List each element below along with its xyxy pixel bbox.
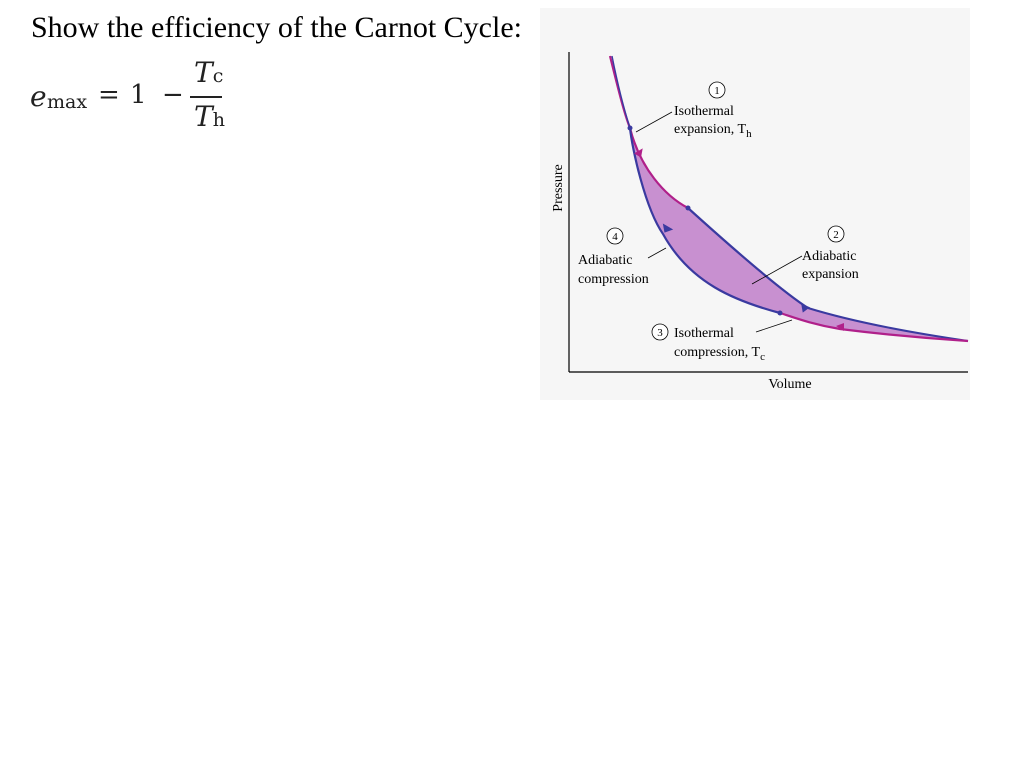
stage-1-line1: Isothermal [674, 104, 734, 119]
corner-point-b [685, 205, 691, 211]
arrow-isotherm-cold [836, 323, 844, 331]
formula-equals: = [98, 80, 120, 110]
left-upper-curve [611, 55, 631, 129]
adiabat-expansion-curve [687, 207, 809, 309]
formula-denominator: Th [194, 100, 225, 133]
leader-line-4 [647, 247, 667, 259]
formula-denominator-symbol: T [194, 100, 213, 133]
stage-2-number: 2 [833, 229, 839, 241]
stage-1-line2-text: expansion, T [674, 122, 747, 137]
stage-4-number: 4 [612, 231, 618, 243]
x-axis-label: Volume [768, 377, 811, 392]
arrow-adiabat-compression [662, 223, 674, 233]
isotherm-cold-curve [779, 311, 969, 343]
stage-3-line1: Isothermal [674, 326, 734, 341]
corner-point-c [777, 310, 783, 316]
leader-line-3 [755, 319, 793, 333]
stage-2-circle [827, 225, 845, 243]
arrow-isotherm-hot [634, 148, 643, 158]
corner-point-a [627, 125, 633, 131]
stage-4-line1: Adiabatic [578, 253, 632, 268]
carnot-cycle-diagram: 1 Isothermal expansion, Th 2 Adiabatic e… [540, 8, 970, 400]
y-axis-label: Pressure [551, 164, 566, 211]
lower-right-curve [807, 307, 969, 342]
cycle-area [630, 128, 968, 341]
stage-3-line2: compression, Tc [674, 345, 765, 363]
stage-3-number: 3 [657, 327, 663, 339]
formula-lhs-symbol: e [30, 80, 47, 113]
slide-heading: Show the efficiency of the Carnot Cycle: [31, 11, 522, 44]
stage-1-circle [708, 81, 726, 99]
stage-4-circle [606, 227, 624, 245]
stage-3-line2-subscript: c [760, 351, 765, 363]
leader-line-2 [751, 255, 803, 285]
stage-4-line2: compression [578, 272, 649, 287]
formula-one: 1 [130, 80, 147, 110]
efficiency-formula: e max = 1 − Tc Th [30, 56, 240, 136]
carnot-pv-svg: 1 Isothermal expansion, Th 2 Adiabatic e… [551, 52, 969, 392]
stage-3-line2-text: compression, T [674, 345, 761, 360]
fraction-bar [190, 96, 222, 98]
stage-1-number: 1 [714, 85, 720, 97]
leader-line-1 [635, 111, 673, 133]
stage-2-line1: Adiabatic [802, 249, 856, 264]
formula-lhs-subscript: max [47, 91, 88, 113]
arrow-adiabat-expansion [801, 303, 810, 313]
stage-1-line2-subscript: h [746, 128, 752, 140]
formula-minus: − [162, 80, 184, 110]
formula-numerator-symbol: T [194, 56, 213, 89]
formula-numerator: Tc [194, 56, 223, 89]
adiabat-compression-curve [628, 127, 781, 315]
stage-3-circle [651, 323, 669, 341]
stage-2-line2: expansion [802, 267, 859, 282]
formula-numerator-subscript: c [212, 65, 224, 87]
formula-denominator-subscript: h [212, 109, 225, 131]
stage-1-line2: expansion, Th [674, 122, 752, 140]
